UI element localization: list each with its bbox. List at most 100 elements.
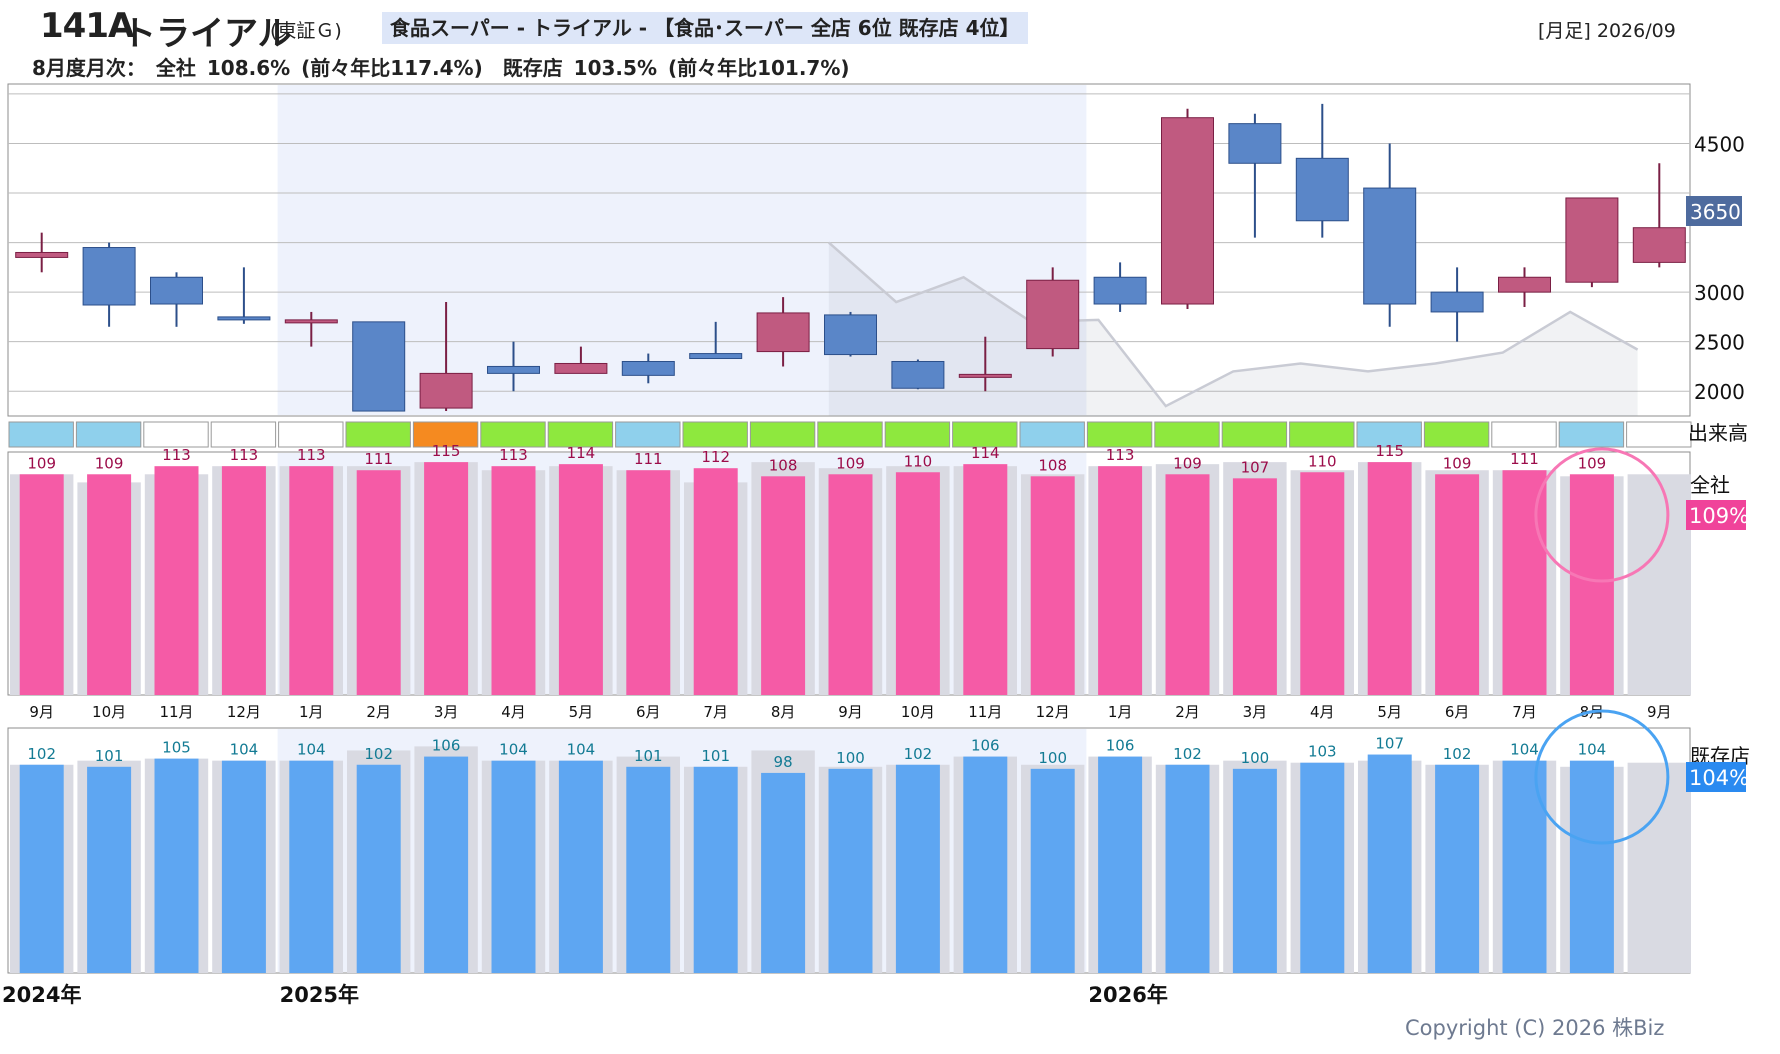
highlight-circle-existing xyxy=(1534,709,1670,845)
volume-cell xyxy=(615,421,681,448)
company-prior-bar xyxy=(1627,474,1691,695)
existing-bar xyxy=(1367,754,1412,973)
stock-name: トライアル xyxy=(122,14,292,54)
volume-cell xyxy=(75,421,142,448)
existing-bar xyxy=(558,760,603,973)
volume-cell xyxy=(143,421,209,448)
company-sales-panel: 109 109 113 113 113 111 115 113 114 111 112 108 109 1… xyxy=(7,442,1691,721)
existing-bar xyxy=(356,764,401,973)
month-label: 6月 xyxy=(636,703,661,721)
existing-2025-highlight xyxy=(277,729,1087,972)
existing-bar xyxy=(221,760,266,973)
volume-cell xyxy=(952,421,1018,448)
candle-body xyxy=(1498,276,1551,293)
volume-cell xyxy=(210,421,277,448)
existing-bar xyxy=(1502,760,1547,973)
company-bar xyxy=(1435,474,1480,695)
volume-cell xyxy=(1289,421,1355,448)
company-value-label: 109 xyxy=(1443,454,1472,472)
candle-body xyxy=(15,251,69,258)
month-label: 3月 xyxy=(1243,703,1268,721)
month-label: 2月 xyxy=(366,703,391,721)
existing-value-label: 107 xyxy=(1375,735,1404,753)
candle-body xyxy=(756,312,810,353)
existing-value-label: 103 xyxy=(1308,743,1337,761)
volume-cell xyxy=(1019,421,1085,448)
sector-badge: 食品スーパー - トライアル - 【食品･スーパー 全店 6位 既存店 4位】 xyxy=(382,12,1028,44)
existing-prior-bar xyxy=(1627,762,1691,973)
existing-value-label: 101 xyxy=(701,747,730,765)
month-label: 1月 xyxy=(299,703,324,721)
company-value-label: 113 xyxy=(499,446,528,464)
company-value-label: 113 xyxy=(230,446,259,464)
month-label: 9月 xyxy=(838,703,863,721)
comparison-line xyxy=(827,241,1639,408)
existing-value-label: 100 xyxy=(1038,749,1067,767)
price-tick-label: 4500 xyxy=(1694,132,1745,156)
existing-value-label: 104 xyxy=(297,741,326,759)
volume-cell xyxy=(884,421,951,448)
year-label: 2024年 xyxy=(2,983,81,1007)
company-value-label: 110 xyxy=(1308,452,1337,470)
existing-value-label: 102 xyxy=(27,745,56,763)
existing-value-label: 101 xyxy=(95,747,124,765)
company-label: 全社 xyxy=(1690,473,1730,497)
existing-bar xyxy=(1569,760,1614,973)
month-label: 11月 xyxy=(159,703,193,721)
month-label: 9月 xyxy=(1647,703,1672,721)
stock-code: 141A xyxy=(40,6,134,46)
existing-value-label: 106 xyxy=(971,737,1000,755)
existing-value-label: 102 xyxy=(904,745,933,763)
existing-bar xyxy=(1300,762,1345,973)
existing-value-label: 105 xyxy=(162,739,191,757)
existing-store-panel: 102 101 105 104 104 102 106 104 104 101 101 98 100 10… xyxy=(7,709,1691,974)
candle-body xyxy=(1228,123,1282,164)
candle-body xyxy=(419,372,473,409)
existing-value-label: 106 xyxy=(1106,737,1135,755)
candle-body xyxy=(217,316,271,321)
company-bar xyxy=(895,472,940,695)
candle-body xyxy=(1430,291,1484,313)
existing-bar xyxy=(491,760,536,973)
volume-cell xyxy=(480,421,546,448)
existing-bar xyxy=(289,760,334,973)
existing-value-label: 104 xyxy=(567,741,596,759)
company-value-label: 111 xyxy=(364,450,393,468)
candle-body xyxy=(82,247,136,306)
candle-body xyxy=(1295,157,1349,222)
year-2025-highlight xyxy=(277,85,1087,415)
existing-bar xyxy=(761,772,806,973)
month-label: 7月 xyxy=(1512,703,1537,721)
company-bar xyxy=(154,466,199,695)
company-value-label: 107 xyxy=(1241,458,1270,476)
company-value-label: 111 xyxy=(634,450,663,468)
company-value-label: 111 xyxy=(1510,450,1539,468)
candle-body xyxy=(1161,117,1214,305)
company-value-label: 110 xyxy=(904,452,933,470)
existing-value-label: 104 xyxy=(1510,741,1539,759)
existing-bar xyxy=(19,764,64,973)
volume-cell xyxy=(1626,421,1692,448)
volume-strip xyxy=(8,420,1692,448)
company-value-label: 109 xyxy=(27,454,56,472)
existing-badge: 104% xyxy=(1689,766,1749,790)
company-bar xyxy=(963,464,1008,695)
comparison-area xyxy=(828,242,1638,416)
existing-bar xyxy=(626,766,671,973)
existing-bar xyxy=(424,756,469,973)
candle-body xyxy=(621,360,675,376)
company-value-label: 109 xyxy=(95,454,124,472)
volume-cell xyxy=(1356,421,1422,448)
month-label: 8月 xyxy=(771,703,796,721)
candle-body xyxy=(824,314,877,356)
candle-body xyxy=(1026,279,1080,350)
existing-bar xyxy=(1030,768,1075,973)
existing-value-label: 104 xyxy=(230,741,259,759)
volume-cell xyxy=(1423,421,1490,448)
month-label: 12月 xyxy=(1036,703,1070,721)
company-value-label: 109 xyxy=(1173,454,1202,472)
company-bar xyxy=(221,466,266,695)
price-badge-bg xyxy=(1686,196,1742,226)
price-tick-label: 3000 xyxy=(1694,281,1745,305)
